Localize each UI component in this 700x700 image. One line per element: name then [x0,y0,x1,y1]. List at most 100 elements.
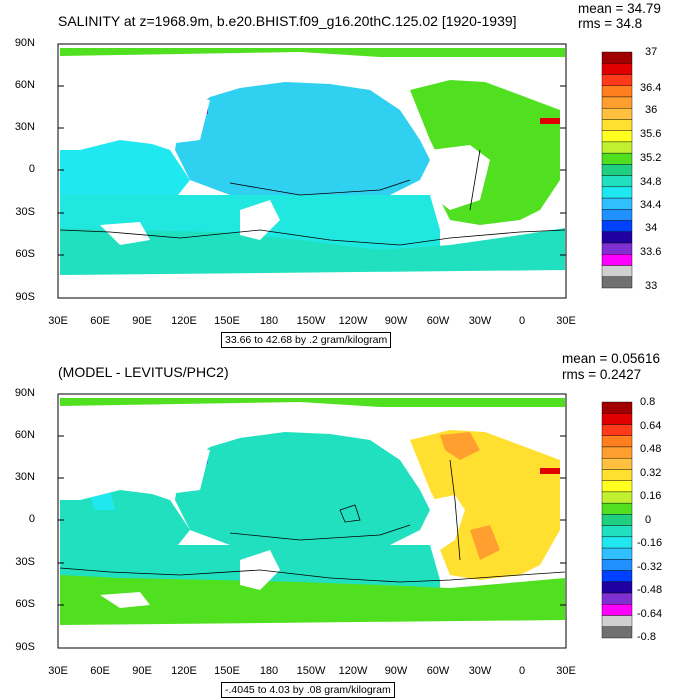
colorbar-swatch [601,130,633,143]
colorbar-swatch [601,536,633,549]
lon-label: 0 [518,665,526,677]
legend-label: 0.64 [640,420,662,432]
lon-label: 90E [132,665,152,677]
lat-label: 0 [28,163,35,175]
colorbar-swatch [601,469,633,481]
colorbar-swatch [601,254,633,266]
salinity-map [57,43,633,299]
colorbar-swatch [601,119,633,131]
lat-label: 90N [14,387,35,399]
colorbar-swatch [601,514,633,526]
panel-title: (MODEL - LEVITUS/PHC2) [58,364,229,380]
lon-label: 30W [468,665,492,677]
legend-label: 0.48 [640,443,662,455]
colorbar-swatch [601,570,633,583]
lon-label: 150W [296,665,326,677]
colorbar-swatch [601,220,633,233]
colorbar-swatch [601,525,633,538]
lat-label: 30N [14,121,35,133]
colorbar-swatch [601,51,633,64]
colorbar-swatch [601,231,633,244]
legend-label: 36.4 [640,82,662,94]
lon-label: 90W [384,315,408,327]
colorbar-swatch [601,74,633,86]
mean-value: mean = 34.79 [578,1,661,16]
colorbar-swatch [601,559,633,571]
lat-label: 30N [14,471,35,483]
colorbar-swatch [601,265,633,277]
colorbar-swatch [601,85,633,98]
colorbar-swatch [601,413,633,425]
colorbar-swatch [601,435,633,448]
difference-panel: (MODEL - LEVITUS/PHC2) mean = 0.05616 rm… [0,350,700,700]
lon-label: 60E [90,665,110,677]
legend-label: -0.64 [637,608,663,620]
legend-label: -0.32 [637,561,663,573]
lon-label: 90E [132,315,152,327]
legend-label: 34 [645,222,658,234]
colorbar-swatch [601,63,633,75]
rms-value: rms = 34.8 [578,16,643,31]
lat-label: 90S [15,291,35,303]
lon-label: 150W [296,315,326,327]
lat-label: 60S [15,598,35,610]
colorbar-swatch [601,480,633,493]
legend-label: -0.16 [637,537,663,549]
mediterranean-patch [540,118,560,124]
colorbar-swatch [601,152,633,165]
legend-label: 34.8 [640,176,662,188]
lon-label: 90W [384,665,408,677]
lat-label: 60N [14,429,35,441]
mean-value: mean = 0.05616 [562,351,660,366]
colorbar-swatch [601,401,633,414]
colorbar-swatch [601,615,633,627]
colorbar-swatch [601,547,633,560]
lat-label: 60N [14,79,35,91]
colorbar-swatch [601,242,633,255]
legend-label: -0.48 [637,584,663,596]
lon-label: 150E [214,665,240,677]
colorbar-swatch [601,96,633,109]
lon-label: 30W [468,315,492,327]
colorbar-swatch [601,457,633,470]
colorbar-swatch [601,164,633,176]
lat-label: 30S [15,556,35,568]
colorbar-swatch [601,197,633,210]
legend-label: 0 [645,514,652,526]
lon-label: 120W [338,315,368,327]
lon-label: 30E [48,315,68,327]
colorbar-swatch [601,446,633,459]
contour-info: 33.66 to 42.68 by .2 gram/kilogram [221,332,392,348]
lon-label: 0 [518,315,526,327]
lon-label: 60E [90,315,110,327]
legend-label: 35.6 [640,128,662,140]
legend-label: -0.8 [637,631,656,643]
colorbar-swatch [601,107,633,120]
lat-label: 90S [15,641,35,653]
legend-label: 0.32 [640,467,662,479]
panel-title: SALINITY at z=1968.9m, b.e20.BHIST.f09_g… [58,13,517,29]
lon-label: 30E [48,665,68,677]
colorbar-swatch [601,186,633,199]
lon-label: 60W [426,665,450,677]
colorbar-swatch [601,276,633,289]
legend-label: 0.8 [640,396,656,408]
lon-label: 30E [556,315,576,327]
legend-label: 0.16 [640,490,662,502]
lat-label: 90N [14,37,35,49]
legend-label: 36 [645,104,658,116]
contour-info: -.4045 to 4.03 by .08 gram/kilogram [221,682,395,698]
legend-label: 33 [645,280,658,292]
colorbar-swatch [601,581,633,594]
rms-value: rms = 0.2427 [562,367,642,382]
lat-label: 30S [15,206,35,218]
colorbar-swatch [601,502,633,515]
colorbar-swatch [601,604,633,616]
colorbar-swatch [601,209,633,221]
lat-label: 60S [15,248,35,260]
difference-map [57,393,633,649]
lon-label: 120E [171,665,197,677]
colorbar-swatch [601,491,633,504]
colorbar-swatch [601,592,633,605]
colorbar-swatch [601,626,633,639]
